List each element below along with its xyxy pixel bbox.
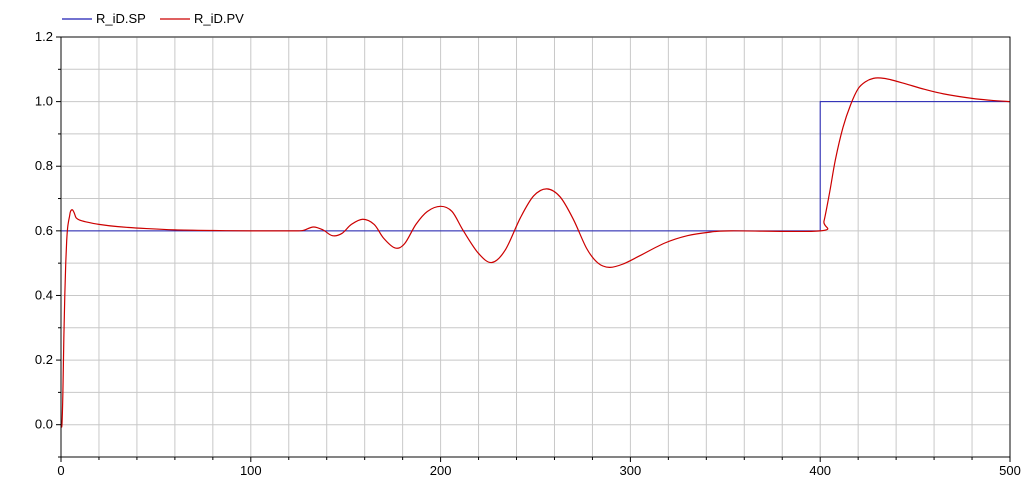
y-tick-label: 0.4 — [35, 287, 53, 302]
plot-area — [60, 36, 1011, 458]
y-tick-label: 0.2 — [35, 352, 53, 367]
plot-border — [60, 36, 1011, 458]
y-tick-label: 0.8 — [35, 158, 53, 173]
legend: R_iD.SP R_iD.PV — [62, 11, 244, 26]
x-tick-label: 100 — [240, 463, 262, 478]
x-tick-label: 400 — [809, 463, 831, 478]
series-line-r-id-pv — [60, 77, 1011, 428]
y-tick-label: 1.0 — [35, 94, 53, 109]
x-tick-label: 500 — [999, 463, 1021, 478]
y-tick-label: 0.6 — [35, 223, 53, 238]
legend-label: R_iD.SP — [96, 11, 146, 26]
y-tick-label: 1.2 — [35, 29, 53, 44]
series-line-r-id-sp — [61, 101, 1010, 232]
x-tick-label: 200 — [430, 463, 452, 478]
x-tick-label: 0 — [57, 463, 64, 478]
y-tick-label: 0.0 — [35, 417, 53, 432]
legend-label: R_iD.PV — [194, 11, 244, 26]
x-tick-label: 300 — [620, 463, 642, 478]
series-layer — [60, 77, 1011, 428]
axis-ticks: 0 100 200 300 400 500 0.0 0.2 0.4 0.6 0.8 1.0 1.2 — [35, 29, 1021, 478]
